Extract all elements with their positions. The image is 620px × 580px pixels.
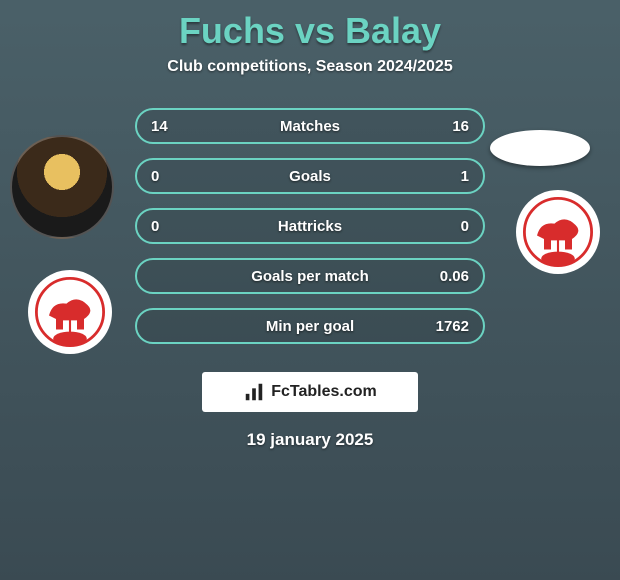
club-left-badge — [28, 270, 112, 354]
stat-right-value: 16 — [452, 118, 469, 135]
bar-chart-icon — [243, 381, 265, 403]
stat-left-value: 0 — [151, 168, 159, 185]
stat-label: Goals per match — [251, 268, 369, 285]
stat-row-goals: 0 Goals 1 — [135, 158, 485, 194]
subtitle: Club competitions, Season 2024/2025 — [0, 58, 620, 76]
stat-right-value: 0.06 — [440, 268, 469, 285]
stat-row-hattricks: 0 Hattricks 0 — [135, 208, 485, 244]
stat-left-value: 14 — [151, 118, 168, 135]
stat-label: Min per goal — [266, 318, 354, 335]
club-badge-icon — [523, 197, 593, 267]
source-logo-text: FcTables.com — [271, 383, 377, 401]
club-right-badge — [516, 190, 600, 274]
club-badge-icon — [35, 277, 105, 347]
stats-panel: 14 Matches 16 0 Goals 1 0 Hattricks 0 Go… — [135, 108, 485, 344]
stat-right-value: 1 — [461, 168, 469, 185]
stat-label: Matches — [280, 118, 340, 135]
stat-row-goals-per-match: Goals per match 0.06 — [135, 258, 485, 294]
stat-right-value: 1762 — [436, 318, 469, 335]
date-label: 19 january 2025 — [0, 430, 620, 450]
player-left-avatar — [10, 135, 114, 239]
stat-label: Hattricks — [278, 218, 342, 235]
source-logo: FcTables.com — [202, 372, 418, 412]
player-right-avatar — [490, 130, 590, 166]
stat-row-matches: 14 Matches 16 — [135, 108, 485, 144]
stat-label: Goals — [289, 168, 331, 185]
stat-right-value: 0 — [461, 218, 469, 235]
page-title: Fuchs vs Balay — [0, 10, 620, 52]
stat-row-min-per-goal: Min per goal 1762 — [135, 308, 485, 344]
stat-left-value: 0 — [151, 218, 159, 235]
